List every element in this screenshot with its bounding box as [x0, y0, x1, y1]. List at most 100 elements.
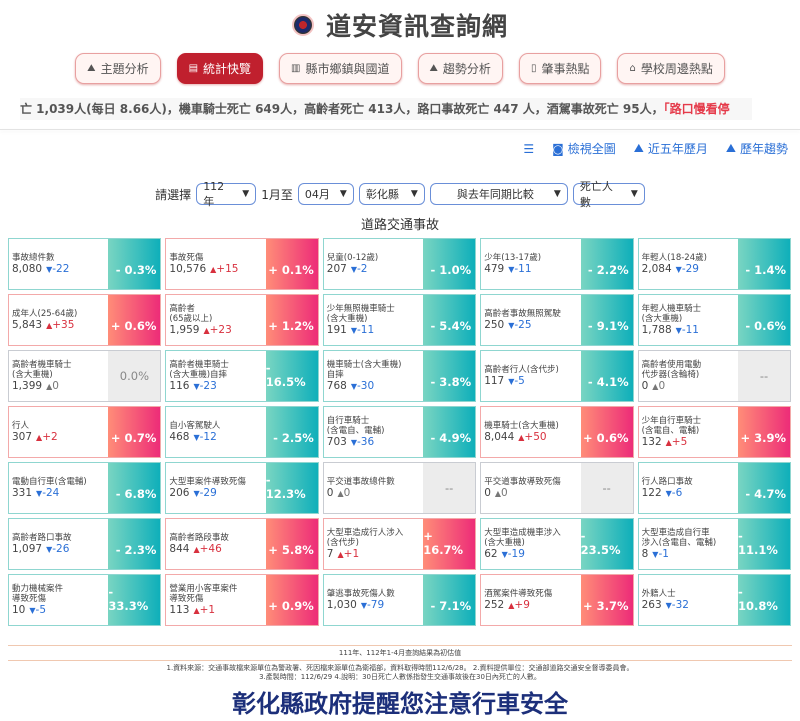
stat-card[interactable]: 大型車造成機車涉入 (含大重機) 62 ▼-19- 23.5%	[480, 518, 634, 570]
compare-select[interactable]: 與去年同期比較 ▼	[429, 183, 568, 205]
stat-info: 少年無照機車騎士 (含大重機) 191 ▼-11	[324, 295, 423, 345]
stat-percent: + 0.1%	[265, 239, 318, 289]
stat-card[interactable]: 事故總件數 8,080 ▼-22- 0.3%	[8, 238, 162, 290]
stat-label-2: (含電自、電輔)	[326, 426, 385, 436]
nav-button-0[interactable]: ⛰ 主題分析	[75, 53, 161, 84]
tool-1[interactable]: ◙ 檢視全圖	[552, 140, 616, 157]
month-select[interactable]: 04月 ▼	[297, 183, 354, 205]
tool-label: 檢視全圖	[567, 142, 616, 156]
stat-label: 高齡者事故無照駕駛	[484, 309, 561, 319]
stat-card[interactable]: 年輕人(18-24歲) 2,084 ▼-29- 1.4%	[637, 238, 791, 290]
stat-card[interactable]: 高齡者事故無照駕駛 250 ▼-25- 9.1%	[480, 294, 634, 346]
tool-2[interactable]: ⛰ 近五年歷月	[634, 140, 708, 157]
filter-prompt: 請選擇	[155, 187, 192, 202]
stat-card[interactable]: 少年(13-17歲) 479 ▼-11- 2.2%	[480, 238, 634, 290]
stat-label-2: 導致死傷	[169, 594, 204, 604]
nav-button-4[interactable]: ▯ 肇事熱點	[518, 53, 602, 84]
stat-delta: ▲0	[495, 487, 508, 499]
footer-note: 111年、112年1-4月查詢結果為初估值	[8, 645, 792, 661]
stat-value-row: 8,080 ▼-22	[12, 264, 105, 275]
stat-label-2: (65歲以上)	[169, 314, 213, 324]
stat-card[interactable]: 高齡者路口事故 1,097 ▼-26- 2.3%	[8, 518, 162, 570]
stat-value-row: 250 ▼-25	[484, 320, 577, 331]
stat-delta: ▼-2	[351, 263, 368, 275]
stat-percent: + 0.6%	[108, 295, 161, 345]
tool-label: 歷年趨勢	[739, 142, 788, 156]
stat-card[interactable]: 年輕人機車騎士 (含大重機) 1,788 ▼-11- 0.6%	[637, 294, 791, 346]
stat-card[interactable]: 成年人(25-64歲) 5,843 ▲+35 + 0.6%	[8, 294, 162, 346]
stat-card[interactable]: 平交道事故總件數 0 ▲0 --	[322, 462, 477, 514]
stat-card[interactable]: 外籍人士 263 ▼-32- 10.8%	[637, 574, 791, 626]
stat-card[interactable]: 自行車騎士 (含電自、電輔) 703 ▼-36- 4.9%	[322, 406, 477, 458]
tool-3[interactable]: ⛰ 歷年趨勢	[726, 140, 788, 157]
stat-info: 成年人(25-64歲) 5,843 ▲+35	[9, 295, 108, 345]
stat-card[interactable]: 行人 307 ▲+2 + 0.7%	[8, 406, 162, 458]
stat-card[interactable]: 少年自行車騎士 (含電自、電輔) 132 ▲+5 + 3.9%	[637, 406, 791, 458]
delta-value: +1	[199, 604, 216, 616]
stat-card[interactable]: 高齡者 (65歲以上) 1,959 ▲+23 + 1.2%	[165, 294, 319, 346]
footer: 111年、112年1-4月查詢結果為初估值 1.資料來源：交通事故檔來源單位為警…	[0, 645, 800, 682]
stat-card[interactable]: 高齡者路段事故 844 ▲+46 + 5.8%	[165, 518, 319, 570]
triangle-down-icon: ▼	[350, 265, 357, 274]
stat-card[interactable]: 大型車造成自行車 涉入(含電自、電輔) 8 ▼-1- 11.1%	[637, 518, 791, 570]
stat-card[interactable]: 電動自行車(含電輔) 331 ▼-24- 6.8%	[8, 462, 162, 514]
stat-card[interactable]: 高齡者機車騎士 (含大重機)自摔 116 ▼-23- 16.5%	[165, 350, 319, 402]
stat-value-row: 8,044 ▲+50	[484, 432, 577, 443]
stat-value: 1,959	[169, 324, 200, 336]
stat-card[interactable]: 機車騎士(含大重機) 8,044 ▲+50 + 0.6%	[480, 406, 634, 458]
delta-value: 0	[343, 487, 351, 499]
stat-value-row: 10 ▼-5	[12, 605, 105, 616]
stat-delta: ▼-23	[193, 380, 216, 392]
stat-card[interactable]: 機車騎士(含大重機) 自摔 768 ▼-30- 3.8%	[322, 350, 477, 402]
triangle-up-icon: ▲	[508, 601, 515, 610]
stat-label: 外籍人士	[641, 589, 676, 599]
stat-card[interactable]: 動力機械案件 導致死傷 10 ▼-5- 33.3%	[8, 574, 162, 626]
delta-value: -25	[514, 319, 532, 331]
stat-card[interactable]: 高齡者使用電動 代步器(含輪椅) 0 ▲0 --	[637, 350, 791, 402]
stat-card[interactable]: 大型車案件導致死傷 206 ▼-29- 12.3%	[165, 462, 319, 514]
stat-percent: + 0.9%	[265, 575, 318, 625]
stat-info: 平交道事故導致死傷 0 ▲0	[481, 463, 580, 513]
stat-card[interactable]: 平交道事故導致死傷 0 ▲0 --	[480, 462, 634, 514]
year-select[interactable]: 112年 ▼	[196, 180, 257, 208]
triangle-down-icon: ▼	[46, 545, 53, 554]
stat-card[interactable]: 肇逃事故死傷人數 1,030 ▼-79- 7.1%	[322, 574, 477, 626]
tool-0[interactable]: ☰	[523, 140, 534, 157]
stat-value: 1,030	[326, 599, 357, 611]
delta-value: -29	[681, 263, 699, 275]
stat-value: 844	[169, 543, 190, 555]
stat-card[interactable]: 行人路口事故 122 ▼-6- 4.7%	[637, 462, 791, 514]
stat-value-row: 2,084 ▼-29	[642, 264, 735, 275]
nav-button-1[interactable]: ▤ 統計快覽	[176, 53, 264, 84]
stat-card[interactable]: 高齡者行人(含代步) 117 ▼-5- 4.1%	[480, 350, 634, 402]
delta-value: +50	[524, 431, 547, 443]
stat-value-row: 0 ▲0	[642, 381, 735, 392]
stat-card[interactable]: 自小客駕駛人 468 ▼-12- 2.5%	[165, 406, 319, 458]
stat-card[interactable]: 高齡者機車騎士 (含大重機) 1,399 ▲0 0.0%	[8, 350, 162, 402]
delta-value: -11	[681, 324, 699, 336]
stat-value: 0	[641, 380, 649, 392]
chevron-down-icon: ▼	[410, 189, 418, 199]
triangle-down-icon: ▼	[350, 438, 357, 447]
stat-card[interactable]: 少年無照機車騎士 (含大重機) 191 ▼-11- 5.4%	[322, 294, 477, 346]
stat-label: 酒駕案件導致死傷	[484, 589, 553, 599]
stat-info: 電動自行車(含電輔) 331 ▼-24	[9, 463, 108, 513]
toolbar: ☰ ◙ 檢視全圖 ⛰ 近五年歷月 ⛰ 歷年趨勢	[0, 130, 800, 157]
nav-button-2[interactable]: ▥ 縣市鄉鎮與國道	[279, 53, 402, 84]
nav-button-5[interactable]: ⌂ 學校周邊熱點	[617, 53, 725, 84]
county-select[interactable]: 彰化縣 ▼	[358, 183, 425, 205]
nav-button-3[interactable]: ⛰ 趨勢分析	[417, 53, 503, 84]
stat-card[interactable]: 大型車造成行人涉入 (含代步) 7 ▲+1 + 16.7%	[322, 518, 477, 570]
delta-value: -1	[658, 548, 669, 560]
stat-card[interactable]: 事故死傷 10,576 ▲+15 + 0.1%	[165, 238, 319, 290]
stat-card[interactable]: 兒童(0-12歲) 207 ▼-2- 1.0%	[322, 238, 477, 290]
triangle-down-icon: ▼	[36, 489, 43, 498]
stat-percent: --	[737, 351, 790, 401]
metric-select[interactable]: 死亡人數 ▼	[572, 180, 645, 209]
stat-card[interactable]: 酒駕案件導致死傷 252 ▲+9 + 3.7%	[480, 574, 634, 626]
stat-card[interactable]: 營業用小客車案件 導致死傷 113 ▲+1 + 0.9%	[165, 574, 319, 626]
bar-chart-icon: ▥	[291, 63, 301, 74]
list-icon: ☰	[523, 141, 535, 156]
ticker-highlight: 「路口慢看停	[663, 102, 730, 116]
stat-percent: - 1.4%	[737, 239, 790, 289]
